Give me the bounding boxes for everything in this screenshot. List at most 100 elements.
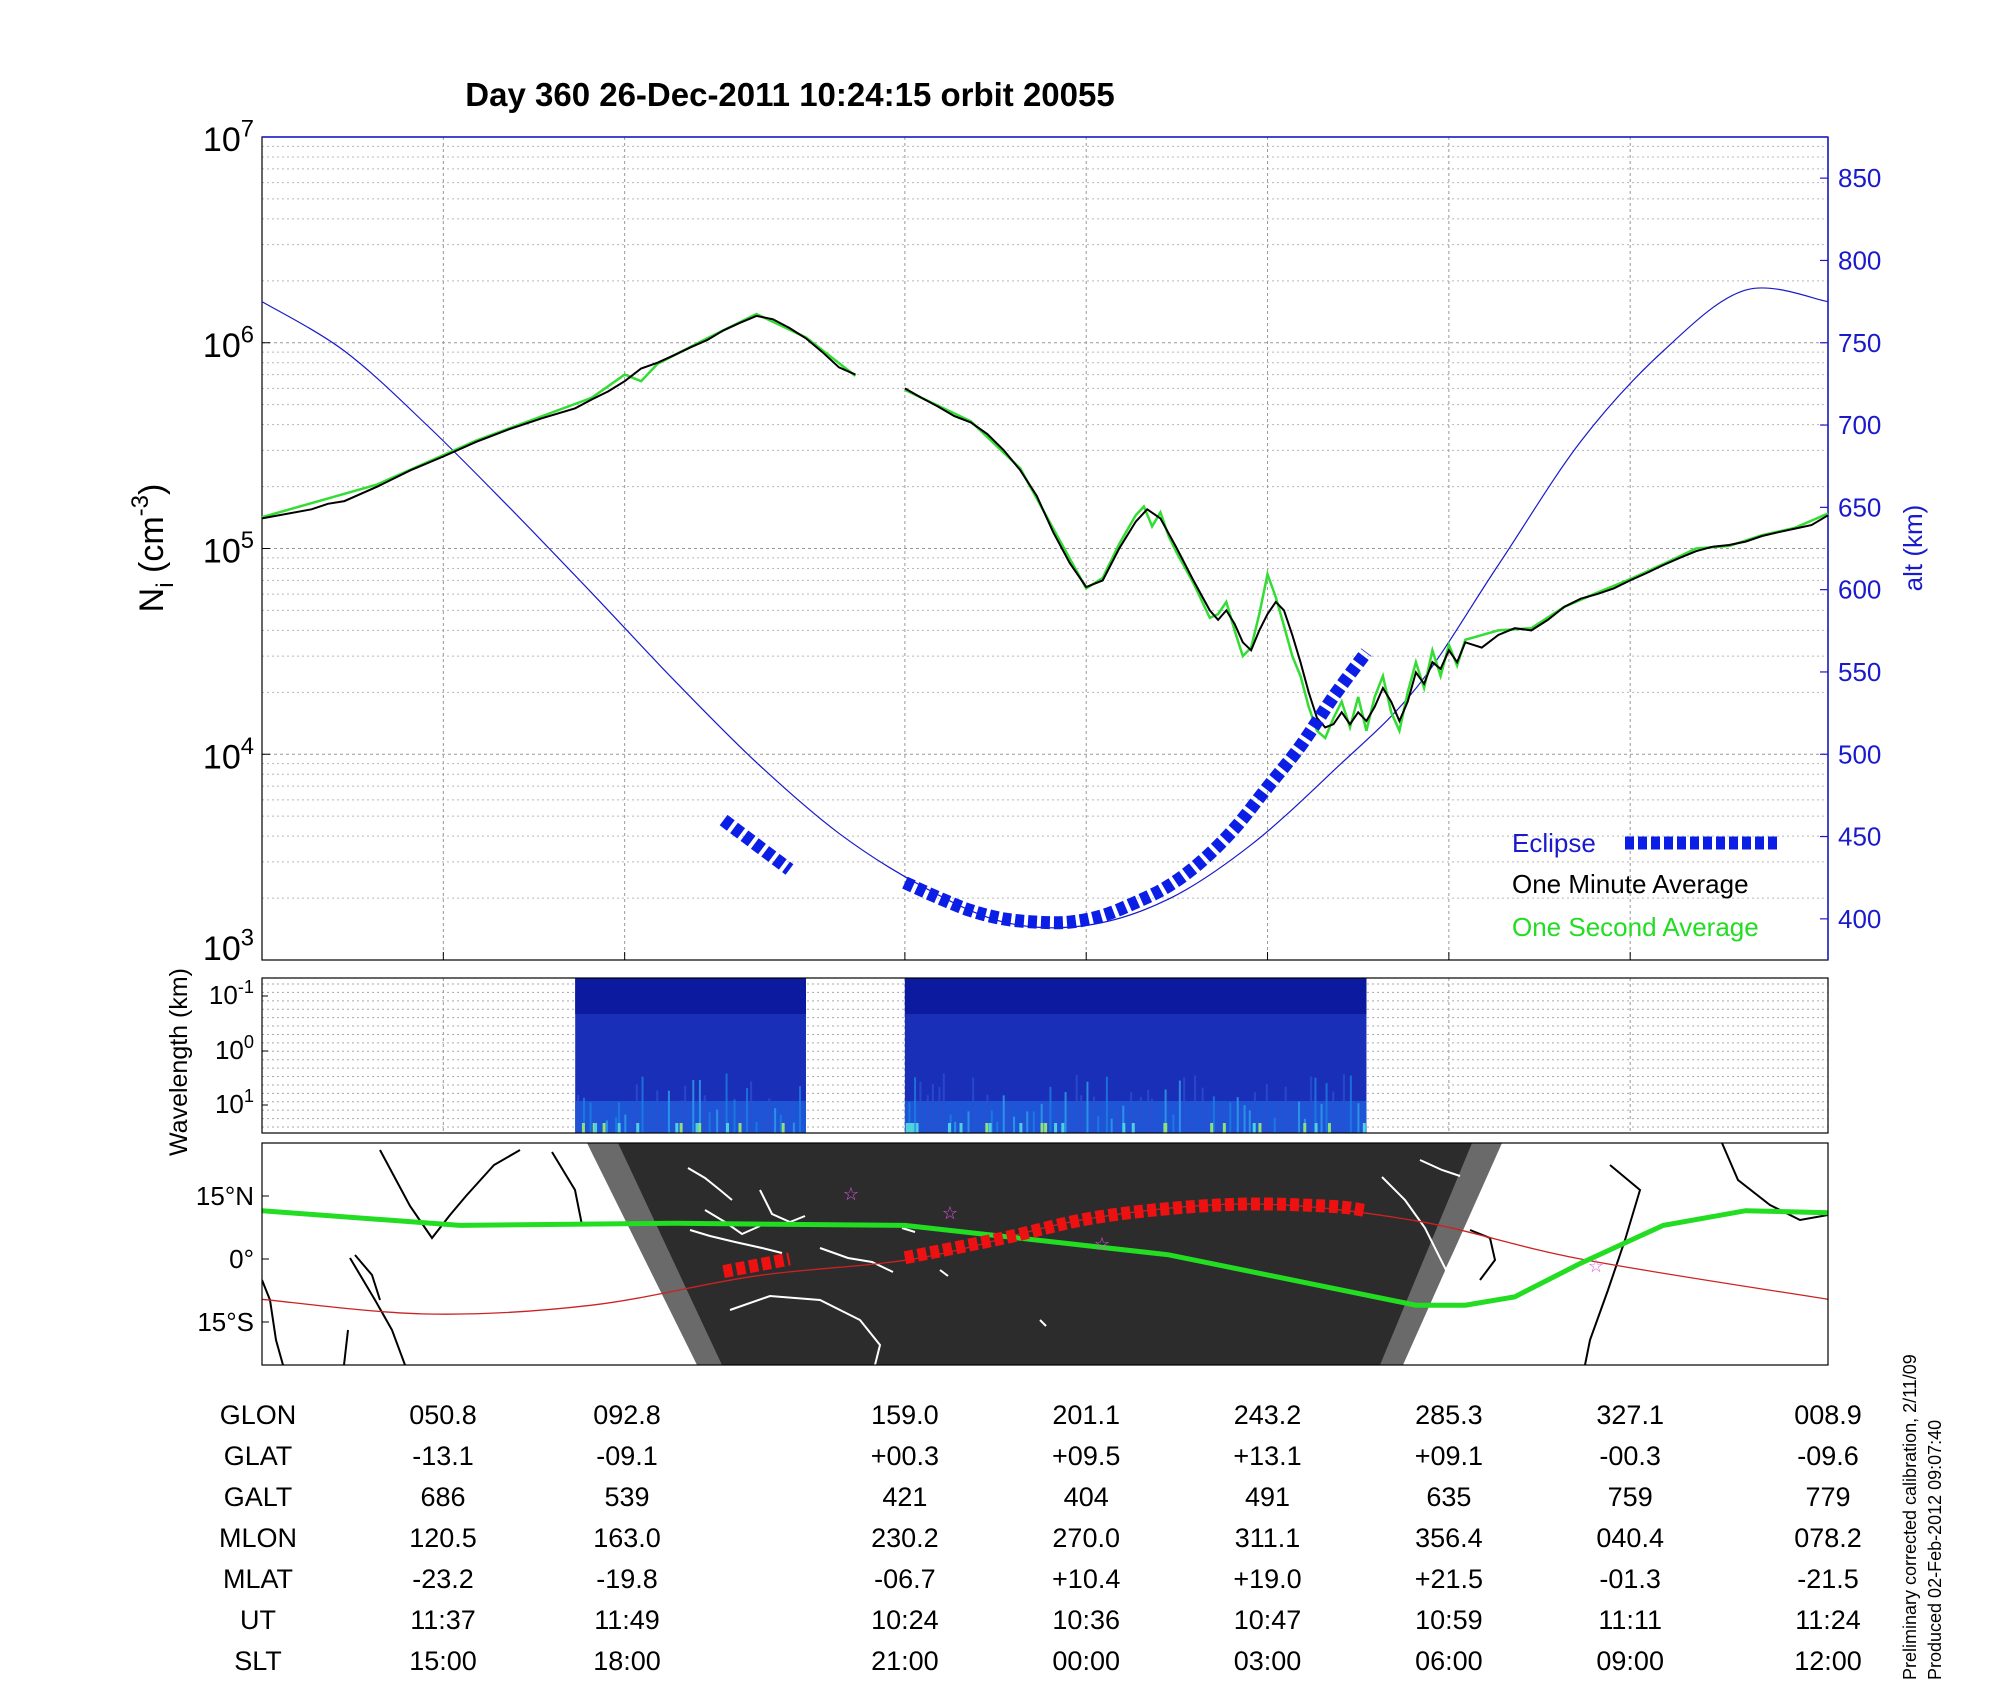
- spectrogram-streak: [1147, 1089, 1150, 1133]
- spectrogram-streak: [1110, 1118, 1113, 1133]
- spectrogram-streak: [1189, 1119, 1192, 1133]
- ephemeris-cell: -01.3: [1599, 1564, 1661, 1594]
- ephemeris-row-label: UT: [240, 1605, 276, 1635]
- spectrogram-band: [575, 1101, 806, 1133]
- spectrogram-streak: [1236, 1097, 1239, 1133]
- spectrogram-streak: [1357, 1103, 1360, 1133]
- spectrogram-streak: [996, 1121, 999, 1133]
- y-tick-label: 107: [203, 116, 254, 159]
- spectrogram-streak: [733, 1099, 736, 1133]
- spectrogram-panel: 10-1 100 101 Wavelength (km): [165, 968, 1829, 1156]
- ephemeris-cell: 03:00: [1234, 1646, 1302, 1676]
- ephemeris-cell: 539: [604, 1482, 649, 1512]
- spectrogram-hot: [617, 1123, 621, 1133]
- spectrogram-streak: [1243, 1105, 1246, 1133]
- y-tick-label: 106: [203, 321, 254, 364]
- one-minute-line: [261, 314, 856, 520]
- spectrogram-hot: [781, 1123, 785, 1133]
- y-axis-label: Ni (cm-3): [127, 484, 179, 613]
- spectrogram-hot: [1314, 1123, 1318, 1133]
- spectrogram-streak: [1105, 1076, 1108, 1133]
- ephemeris-row-label: MLON: [219, 1523, 297, 1553]
- wavelength-label: Wavelength (km): [165, 968, 193, 1156]
- spectrogram-streak: [672, 1101, 675, 1133]
- alt-tick-label: 800: [1838, 245, 1881, 275]
- ephemeris-cell: +09.1: [1415, 1441, 1483, 1471]
- spectrogram-streak: [1046, 1102, 1049, 1133]
- one-second-line: [261, 312, 857, 519]
- spectrogram-streak: [938, 1086, 941, 1133]
- ephemeris-cell: 11:49: [594, 1605, 660, 1635]
- spectrogram-streak: [1320, 1103, 1323, 1133]
- spectrogram-streak: [1248, 1110, 1251, 1133]
- spectrogram-hot: [959, 1123, 963, 1133]
- spectrogram-hot: [908, 1123, 912, 1133]
- spectrogram-hot: [1258, 1123, 1262, 1133]
- ephemeris-cell: 356.4: [1415, 1523, 1483, 1553]
- spectrogram-streak: [746, 1088, 749, 1133]
- ephemeris-cell: 404: [1064, 1482, 1109, 1512]
- produced-note: Produced 02-Feb-2012 09:07:40: [1925, 1420, 1945, 1680]
- spectrogram-streak: [1007, 1102, 1010, 1133]
- spectrogram-streak: [630, 1111, 633, 1133]
- spectrogram-streak: [799, 1086, 802, 1133]
- spectrogram-streak: [1338, 1118, 1341, 1133]
- ephemeris-cell: 11:37: [410, 1605, 476, 1635]
- ephemeris-cell: 21:00: [871, 1646, 939, 1676]
- ephemeris-cell: 050.8: [409, 1400, 477, 1430]
- map-panel: ☆ ☆ ☆ ☆ 15°N 0° 15°S: [196, 1142, 1829, 1366]
- ephemeris-cell: -23.2: [412, 1564, 474, 1594]
- ephemeris-cell: 008.9: [1794, 1400, 1862, 1430]
- spectrogram-streak: [1183, 1077, 1186, 1133]
- spectrogram-streak: [1314, 1077, 1317, 1133]
- spectrogram-streak: [1172, 1114, 1175, 1133]
- wavelength-tick-label: 10-1: [209, 977, 254, 1010]
- alt-tick-label: 600: [1838, 575, 1881, 605]
- ephemeris-cell: 163.0: [593, 1523, 661, 1553]
- ephemeris-cell: +19.0: [1233, 1564, 1301, 1594]
- ephemeris-cell: 15:00: [409, 1646, 477, 1676]
- spectrogram-streak: [926, 1095, 929, 1133]
- spectrogram-streak: [792, 1122, 795, 1133]
- ephemeris-cell: 18:00: [593, 1646, 661, 1676]
- spectrogram-streak: [1064, 1092, 1067, 1133]
- spectrogram-hot: [636, 1123, 640, 1133]
- spectrogram-streak: [624, 1114, 627, 1133]
- spectrogram-streak: [605, 1120, 608, 1133]
- coastlines: [262, 1143, 1828, 1365]
- ephemeris-cell: 327.1: [1596, 1400, 1664, 1430]
- ephemeris-table: GLON GLAT GALT MLON MLAT UT SLT 050.8 -13.1 686 12…: [219, 1400, 1862, 1676]
- ephemeris-cell: -09.1: [596, 1441, 658, 1471]
- ephemeris-cell: 243.2: [1234, 1400, 1302, 1430]
- ephemeris-cell: -13.1: [412, 1441, 474, 1471]
- spectrogram-streak: [1002, 1095, 1005, 1133]
- spectrogram-streak: [577, 1094, 580, 1133]
- y-tick-label: 105: [203, 527, 254, 570]
- spectrogram-streak: [740, 1109, 743, 1133]
- ephemeris-cell: 270.0: [1052, 1523, 1120, 1553]
- spectrogram-streak: [615, 1116, 618, 1133]
- one-minute-line: [904, 387, 1829, 729]
- spectrogram-hot: [985, 1123, 989, 1133]
- spectrogram-streak: [1075, 1074, 1078, 1133]
- spectrogram-streak: [1298, 1101, 1301, 1133]
- spectrogram-streak: [719, 1105, 722, 1133]
- spectrogram-streak: [1223, 1106, 1226, 1133]
- ephemeris-row-label: GALT: [224, 1482, 293, 1512]
- lat-tick-label: 15°S: [197, 1307, 254, 1337]
- altitude-line: [261, 287, 1829, 929]
- spectrogram-hot: [594, 1123, 598, 1133]
- lat-tick-label: 15°N: [196, 1181, 254, 1211]
- eclipse-line: [719, 814, 794, 875]
- ephemeris-cell: 635: [1426, 1482, 1471, 1512]
- spectrogram-streak: [1159, 1118, 1162, 1133]
- ephemeris-cell: 11:11: [1598, 1605, 1662, 1635]
- spectrogram-hot: [1163, 1123, 1167, 1133]
- spectrogram-hot: [1044, 1123, 1048, 1133]
- spectrogram-streak: [716, 1109, 719, 1133]
- y-tick-label: 104: [203, 733, 254, 776]
- spectrogram-streak: [1130, 1092, 1133, 1133]
- spectrogram-streak: [1342, 1074, 1345, 1133]
- ephemeris-cell: 00:00: [1052, 1646, 1120, 1676]
